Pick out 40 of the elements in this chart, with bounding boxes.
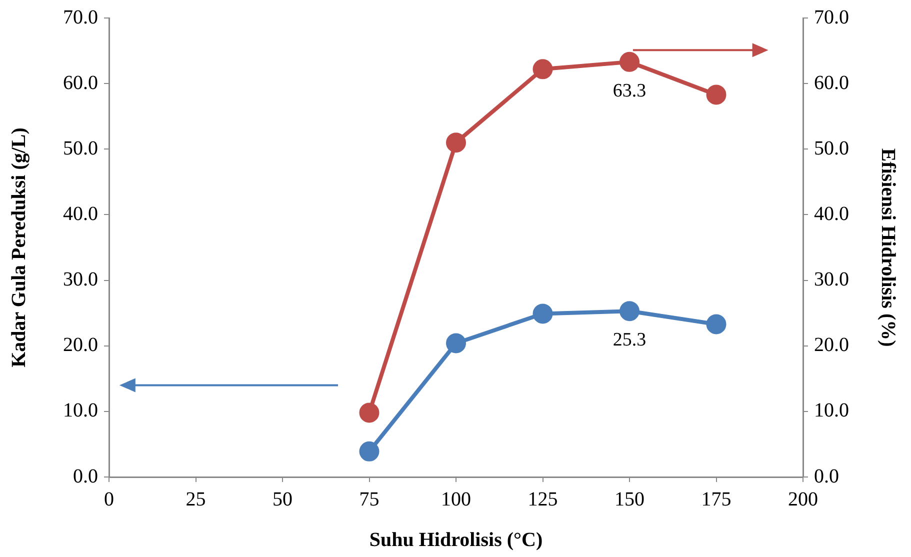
point — [532, 304, 553, 324]
point — [706, 84, 726, 105]
data-label: 25.3 — [612, 330, 646, 351]
x-tick-label: 75 — [359, 488, 380, 510]
point — [446, 132, 466, 153]
point — [446, 333, 466, 354]
y-tick-label: 40.0 — [63, 202, 98, 225]
y-tick-label: 50.0 — [63, 137, 98, 160]
y2-axis-title: Efisiensi Hidrolisis (%) — [876, 148, 899, 347]
y2-tick-label: 60.0 — [814, 72, 849, 94]
y2-tick-label: 50.0 — [814, 137, 849, 160]
x-tick-label: 125 — [528, 488, 558, 510]
y-tick-label: 70.0 — [63, 6, 98, 28]
y2-tick-label: 10.0 — [814, 400, 849, 422]
y-tick-label: 30.0 — [63, 268, 98, 291]
data-label: 63.3 — [612, 80, 646, 102]
x-tick-label: 175 — [701, 488, 732, 510]
y-tick-label: 60.0 — [63, 72, 98, 94]
point — [359, 402, 380, 423]
y-tick-label: 0.0 — [73, 465, 98, 488]
point — [620, 301, 640, 322]
y2-tick-label: 70.0 — [814, 6, 849, 28]
y2-tick-label: 0.0 — [814, 465, 839, 488]
y2-tick-label: 40.0 — [814, 202, 849, 225]
point — [532, 59, 553, 80]
y-axis-title: Kadar Gula Pereduksi (g/L) — [8, 128, 30, 368]
y-tick-label: 10.0 — [63, 400, 98, 422]
point — [706, 314, 726, 334]
x-axis-title: Suhu Hidrolisis (°C) — [369, 529, 543, 552]
x-tick-label: 200 — [788, 488, 818, 510]
y2-tick-label: 30.0 — [814, 268, 849, 291]
x-tick-label: 0 — [104, 488, 114, 510]
point — [620, 52, 640, 72]
x-tick-label: 100 — [441, 488, 471, 510]
x-tick-label: 25 — [186, 488, 206, 510]
point — [359, 441, 380, 462]
y-tick-label: 20.0 — [63, 334, 98, 356]
x-tick-label: 150 — [614, 488, 644, 510]
y2-tick-label: 20.0 — [814, 334, 849, 356]
x-tick-label: 50 — [272, 488, 292, 510]
